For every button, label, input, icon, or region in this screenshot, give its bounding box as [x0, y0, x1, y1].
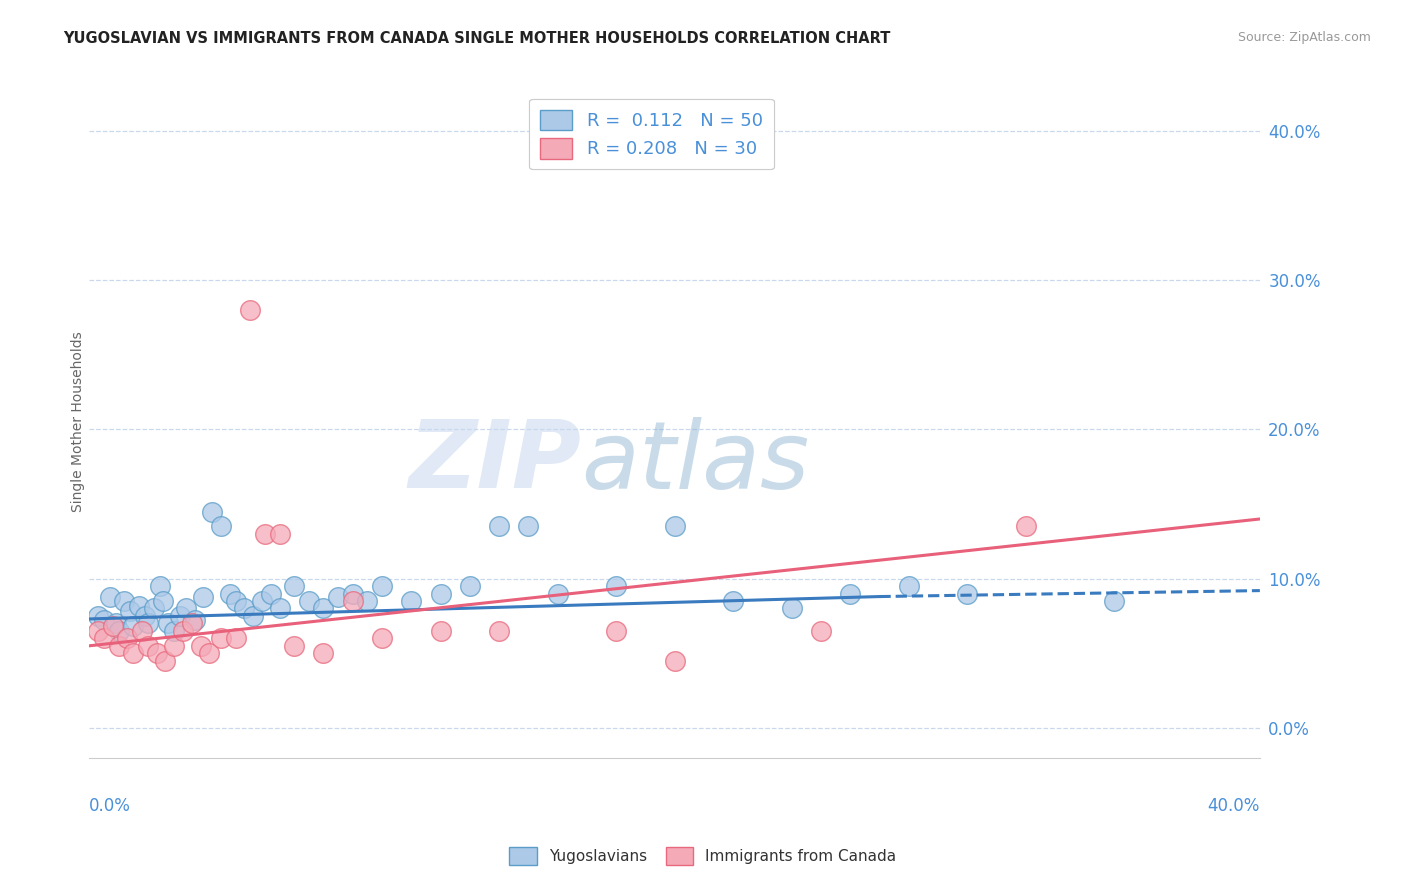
Point	[225, 594, 247, 608]
Point	[371, 632, 394, 646]
Point	[198, 646, 221, 660]
Point	[152, 594, 174, 608]
Point	[218, 586, 240, 600]
Point	[136, 616, 159, 631]
Point	[149, 579, 172, 593]
Text: atlas: atlas	[581, 417, 810, 508]
Point	[180, 616, 202, 631]
Legend: Yugoslavians, Immigrants from Canada: Yugoslavians, Immigrants from Canada	[503, 841, 903, 871]
Point	[193, 590, 215, 604]
Point	[117, 632, 139, 646]
Point	[157, 616, 180, 631]
Point	[399, 594, 422, 608]
Point	[225, 632, 247, 646]
Point	[101, 619, 124, 633]
Point	[209, 632, 232, 646]
Point	[107, 639, 129, 653]
Text: 0.0%: 0.0%	[90, 797, 131, 814]
Point	[201, 504, 224, 518]
Point	[120, 605, 142, 619]
Point	[145, 646, 167, 660]
Point	[897, 579, 920, 593]
Point	[142, 601, 165, 615]
Point	[190, 639, 212, 653]
Point	[488, 624, 510, 638]
Point	[131, 624, 153, 638]
Point	[458, 579, 481, 593]
Point	[371, 579, 394, 593]
Point	[283, 639, 305, 653]
Point	[128, 599, 150, 613]
Point	[136, 639, 159, 653]
Point	[429, 586, 451, 600]
Point	[342, 594, 364, 608]
Point	[269, 527, 291, 541]
Point	[242, 609, 264, 624]
Point	[172, 624, 194, 638]
Point	[87, 609, 110, 624]
Point	[260, 586, 283, 600]
Point	[605, 579, 627, 593]
Point	[239, 303, 262, 318]
Point	[1015, 519, 1038, 533]
Point	[93, 632, 115, 646]
Point	[98, 590, 121, 604]
Point	[269, 601, 291, 615]
Point	[134, 609, 156, 624]
Point	[169, 609, 191, 624]
Point	[312, 601, 335, 615]
Point	[163, 624, 186, 638]
Y-axis label: Single Mother Households: Single Mother Households	[72, 332, 86, 512]
Point	[87, 624, 110, 638]
Point	[93, 614, 115, 628]
Point	[780, 601, 803, 615]
Point	[956, 586, 979, 600]
Point	[174, 601, 197, 615]
Point	[209, 519, 232, 533]
Point	[342, 586, 364, 600]
Point	[163, 639, 186, 653]
Point	[664, 519, 686, 533]
Point	[283, 579, 305, 593]
Point	[250, 594, 273, 608]
Point	[605, 624, 627, 638]
Point	[547, 586, 569, 600]
Point	[839, 586, 862, 600]
Point	[356, 594, 378, 608]
Point	[326, 590, 349, 604]
Point	[122, 646, 145, 660]
Point	[312, 646, 335, 660]
Legend: R =  0.112   N = 50, R = 0.208   N = 30: R = 0.112 N = 50, R = 0.208 N = 30	[529, 99, 773, 169]
Point	[1102, 594, 1125, 608]
Text: Source: ZipAtlas.com: Source: ZipAtlas.com	[1237, 31, 1371, 45]
Point	[488, 519, 510, 533]
Point	[107, 624, 129, 638]
Point	[233, 601, 256, 615]
Point	[183, 614, 205, 628]
Text: ZIP: ZIP	[408, 417, 581, 508]
Point	[114, 594, 136, 608]
Point	[517, 519, 540, 533]
Text: YUGOSLAVIAN VS IMMIGRANTS FROM CANADA SINGLE MOTHER HOUSEHOLDS CORRELATION CHART: YUGOSLAVIAN VS IMMIGRANTS FROM CANADA SI…	[63, 31, 890, 46]
Point	[122, 619, 145, 633]
Point	[721, 594, 744, 608]
Point	[253, 527, 276, 541]
Text: 40.0%: 40.0%	[1208, 797, 1260, 814]
Point	[664, 654, 686, 668]
Point	[155, 654, 177, 668]
Point	[104, 616, 127, 631]
Point	[810, 624, 832, 638]
Point	[429, 624, 451, 638]
Point	[298, 594, 321, 608]
